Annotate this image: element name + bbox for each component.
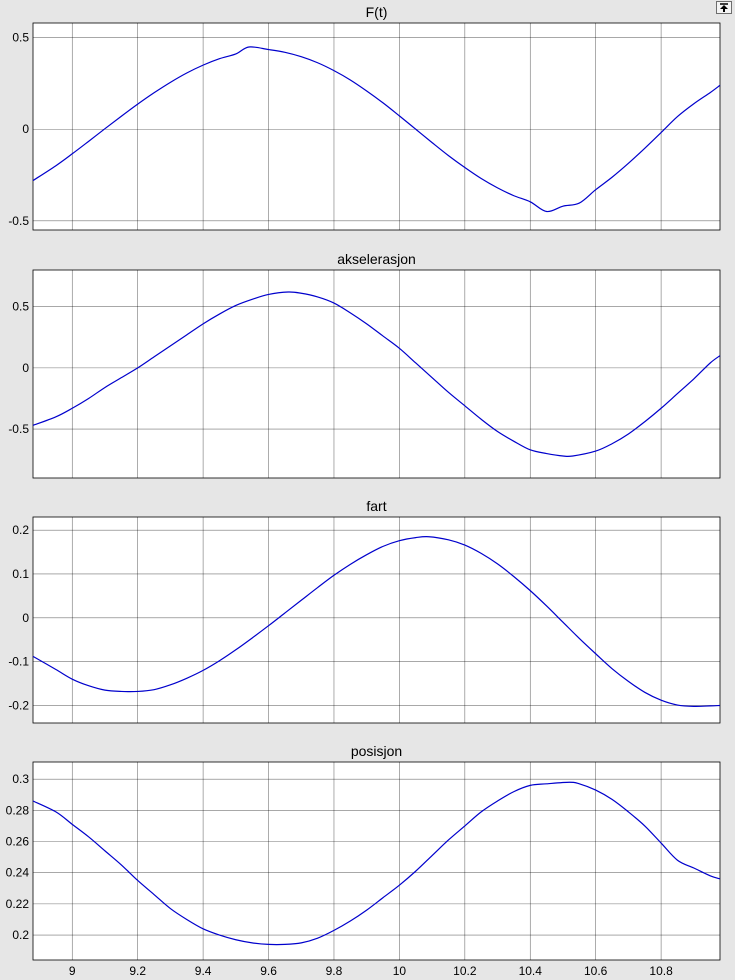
plot-area (33, 23, 720, 230)
x-tick-label: 9.6 (260, 964, 277, 978)
y-tick-label: 0.3 (12, 772, 29, 786)
x-tick-label: 10.2 (453, 964, 477, 978)
axes-box (32, 761, 721, 961)
x-tick-label: 9 (69, 964, 76, 978)
y-tick-label: 0.26 (6, 835, 30, 849)
axes-box (32, 516, 721, 724)
y-tick-label: -0.5 (8, 214, 29, 228)
x-tick-label: 9.4 (195, 964, 212, 978)
series-line (32, 46, 721, 213)
y-tick-label: 0.24 (6, 866, 30, 880)
y-tick-label: 0 (22, 361, 29, 375)
y-tick-label: 0 (22, 611, 29, 625)
series-line (32, 536, 721, 707)
y-tick-label: -0.1 (8, 655, 29, 669)
series-line (32, 291, 721, 458)
y-tick-label: 0.28 (6, 803, 30, 817)
plot-area (33, 517, 720, 723)
plot-area (33, 270, 720, 478)
subplot-3: -0.2 -0.1 0 0.1 0.2 fart (8, 498, 721, 724)
y-tick-label: -0.2 (8, 698, 29, 712)
x-tick-label: 10.8 (649, 964, 673, 978)
y-tick-label: -0.5 (8, 422, 29, 436)
y-tick-label: 0 (22, 122, 29, 136)
axes-box (32, 22, 721, 231)
subplot-4: 9 9.2 9.4 9.6 9.8 10 10.2 10.4 10.6 10.8 0.2 0.22 0.… (6, 743, 721, 978)
x-tick-label: 10.4 (519, 964, 543, 978)
subplot-title: F(t) (366, 4, 388, 20)
y-tick-label: 0.1 (12, 567, 29, 581)
subplot-title: fart (366, 498, 386, 514)
subplot-title: akselerasjon (337, 251, 416, 267)
axes-box (32, 269, 721, 479)
y-tick-label: 0.22 (6, 897, 30, 911)
subplot-title: posisjon (351, 743, 402, 759)
subplot-2: -0.5 0 0.5 akselerasjon (8, 251, 721, 479)
y-tick-label: 0.5 (12, 31, 29, 45)
y-tick-label: 0.5 (12, 300, 29, 314)
series-line (32, 781, 721, 946)
subplot-1: -0.5 0 0.5 F(t) (8, 4, 721, 231)
undock-button[interactable] (716, 1, 732, 14)
x-tick-label: 9.2 (129, 964, 146, 978)
x-tick-label: 10 (393, 964, 407, 978)
y-tick-label: 0.2 (12, 928, 29, 942)
x-tick-label: 10.6 (584, 964, 608, 978)
plot-area (33, 762, 720, 960)
undock-arrow-icon (717, 2, 731, 13)
x-tick-label: 9.8 (326, 964, 343, 978)
y-tick-label: 0.2 (12, 523, 29, 537)
